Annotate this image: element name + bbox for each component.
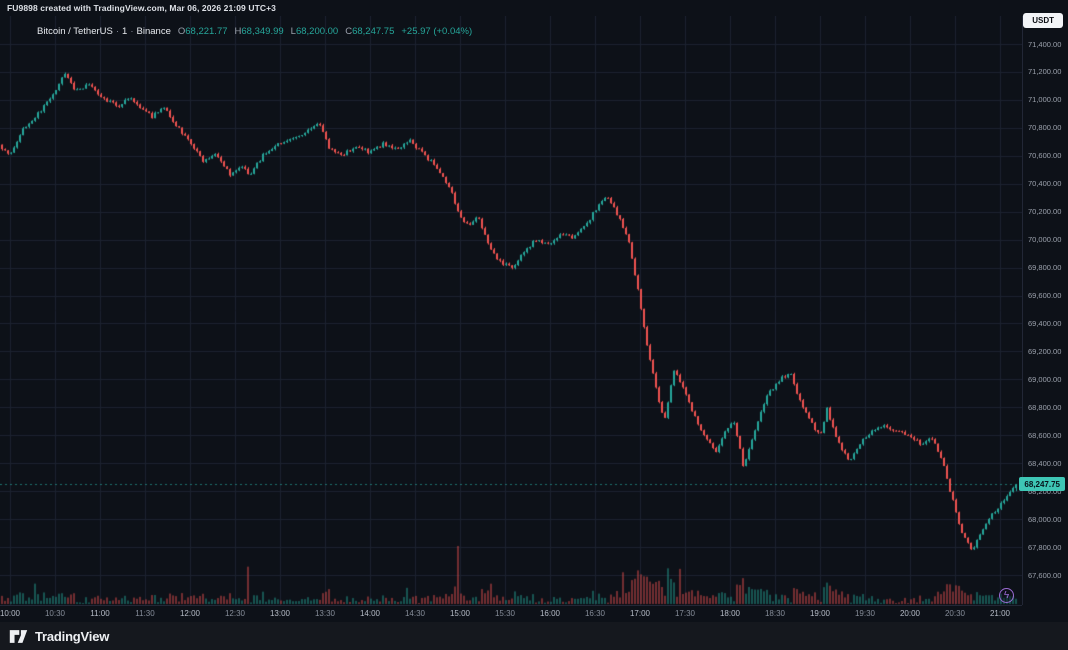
- time-tick: 13:30: [314, 609, 336, 618]
- time-tick: 16:00: [539, 609, 561, 618]
- legend-separator: ·: [115, 26, 120, 37]
- price-tick: 69,800.00: [1028, 263, 1062, 273]
- change-value: +25.97 (+0.04%): [401, 26, 473, 37]
- time-tick: 17:00: [629, 609, 651, 618]
- time-tick: 16:30: [584, 609, 606, 618]
- price-tick: 67,600.00: [1028, 570, 1062, 580]
- time-tick: 11:30: [135, 609, 155, 618]
- close-label: C: [345, 26, 353, 37]
- open-label: O: [177, 26, 186, 37]
- price-tick: 69,200.00: [1028, 346, 1062, 356]
- price-tick: 69,600.00: [1028, 291, 1062, 301]
- time-tick: 14:30: [404, 609, 426, 618]
- price-tick: 71,200.00: [1028, 67, 1062, 77]
- price-tick: 67,800.00: [1028, 542, 1062, 552]
- low-label: L: [290, 26, 296, 37]
- open-value: 68,221.77: [185, 26, 228, 37]
- symbol-name[interactable]: Bitcoin / TetherUS: [37, 26, 113, 37]
- time-tick: 14:00: [359, 609, 381, 618]
- lightning-icon: ϟ: [1003, 590, 1010, 601]
- time-tick: 20:00: [899, 609, 921, 618]
- time-tick: 20:30: [944, 609, 966, 618]
- symbol-legend: Bitcoin / TetherUS · 1 · Binance O68,221.77 H6…: [37, 26, 472, 37]
- time-tick: 13:00: [269, 609, 291, 618]
- price-tick: 68,800.00: [1028, 402, 1062, 412]
- price-tick: 70,400.00: [1028, 179, 1062, 189]
- price-tick: 70,200.00: [1028, 207, 1062, 217]
- time-tick: 18:00: [719, 609, 741, 618]
- low-value: 68,200.00: [295, 26, 339, 37]
- lightning-boost-button[interactable]: ϟ: [999, 588, 1014, 603]
- time-tick: 10:30: [44, 609, 66, 618]
- price-tick: 69,400.00: [1028, 318, 1062, 328]
- tradingview-logo-link[interactable]: TradingView: [9, 627, 109, 646]
- price-tick: 68,400.00: [1028, 458, 1062, 468]
- time-tick: 17:30: [674, 609, 696, 618]
- price-chart-canvas[interactable]: [0, 16, 1022, 605]
- price-tick: 70,600.00: [1028, 151, 1062, 161]
- price-tick: 70,000.00: [1028, 235, 1062, 245]
- high-label: H: [234, 26, 242, 37]
- price-tick: 70,800.00: [1028, 123, 1062, 133]
- close-value: 68,247.75: [352, 26, 395, 37]
- time-tick: 19:00: [809, 609, 831, 618]
- currency-toggle-usdt[interactable]: USDT: [1023, 13, 1063, 28]
- last-price-label: 68,247.75: [1019, 477, 1065, 492]
- tradingview-logo-icon: [9, 627, 28, 646]
- time-tick: 12:30: [224, 609, 246, 618]
- time-tick: 12:00: [179, 609, 201, 618]
- time-tick: 19:30: [854, 609, 876, 618]
- time-axis[interactable]: 10:00 10:30 11:00 11:30 12:00 12:30 13:00 13:30…: [0, 605, 1022, 622]
- attribution-text: FU9898 created with TradingView.com, Mar…: [7, 3, 277, 13]
- price-tick: 68,200.00: [1028, 486, 1062, 496]
- price-tick: 68,600.00: [1028, 430, 1062, 440]
- time-tick: 21:00: [989, 609, 1011, 618]
- price-axis[interactable]: 67,600.00 67,800.00 68,000.00 68,200.00 68,4…: [1022, 16, 1068, 605]
- high-value: 68,349.99: [241, 26, 284, 37]
- time-tick: 10:00: [0, 609, 21, 618]
- price-tick: 68,000.00: [1028, 514, 1062, 524]
- interval-label: 1: [122, 26, 128, 37]
- tradingview-wordmark: TradingView: [35, 628, 110, 644]
- time-tick: 18:30: [764, 609, 786, 618]
- legend-separator: ·: [130, 26, 134, 37]
- time-tick: 15:00: [449, 609, 471, 618]
- exchange-label: Binance: [136, 26, 171, 37]
- price-tick: 71,000.00: [1028, 95, 1062, 105]
- footer-bar: TradingView: [0, 622, 1068, 650]
- price-tick: 69,000.00: [1028, 374, 1062, 384]
- price-tick: 71,400.00: [1028, 39, 1062, 49]
- time-tick: 11:00: [90, 609, 110, 618]
- time-tick: 15:30: [494, 609, 516, 618]
